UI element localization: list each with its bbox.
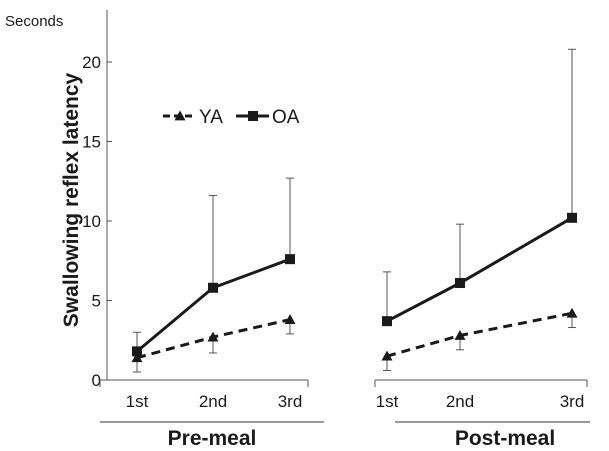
data-point-oa bbox=[382, 316, 392, 327]
y-tick-label: 10 bbox=[82, 212, 101, 231]
x-tick-label: 1st bbox=[376, 392, 399, 411]
labels: Seconds Swallowing reflex latency Pre-me… bbox=[5, 13, 555, 450]
x-tick-label: 2nd bbox=[199, 392, 227, 411]
y-axis-title: Swallowing reflex latency bbox=[60, 72, 83, 327]
x-tick-label: 3rd bbox=[278, 392, 303, 411]
legend-label-oa: OA bbox=[272, 107, 300, 128]
data-point-ya bbox=[131, 352, 143, 363]
y-tick-label: 5 bbox=[92, 292, 101, 311]
y-tick-label: 15 bbox=[82, 133, 101, 152]
data-point-oa bbox=[208, 282, 218, 293]
data-point-ya bbox=[207, 331, 219, 342]
panel-title-post-meal: Post-meal bbox=[455, 427, 555, 450]
legend-marker-ya bbox=[174, 110, 186, 121]
data-point-ya bbox=[454, 329, 466, 340]
legend: YA OA bbox=[163, 107, 300, 128]
data-point-ya bbox=[381, 350, 393, 361]
series-line-ya bbox=[386, 311, 573, 358]
y-axis-unit: Seconds bbox=[5, 13, 63, 30]
series-line-oa bbox=[386, 216, 573, 323]
y-tick-label: 0 bbox=[92, 371, 101, 390]
x-tick-label: 2nd bbox=[446, 392, 474, 411]
x-tick-label: 1st bbox=[126, 392, 149, 411]
y-tick-label: 20 bbox=[82, 53, 101, 72]
data-point-ya bbox=[566, 307, 578, 318]
data-point-ya bbox=[284, 314, 296, 324]
data-point-oa bbox=[285, 254, 295, 265]
data-point-oa bbox=[567, 212, 577, 223]
legend-label-ya: YA bbox=[199, 107, 223, 128]
axes: 0 5 10 15 20 1st 2nd 3rd 1st 2nd 3rd bbox=[82, 10, 590, 423]
panel-title-pre-meal: Pre-meal bbox=[168, 427, 257, 450]
data-point-oa bbox=[132, 346, 142, 357]
x-tick-label: 3rd bbox=[560, 392, 585, 411]
series bbox=[131, 48, 578, 373]
legend-marker-oa bbox=[248, 111, 258, 121]
data-point-oa bbox=[455, 278, 465, 289]
